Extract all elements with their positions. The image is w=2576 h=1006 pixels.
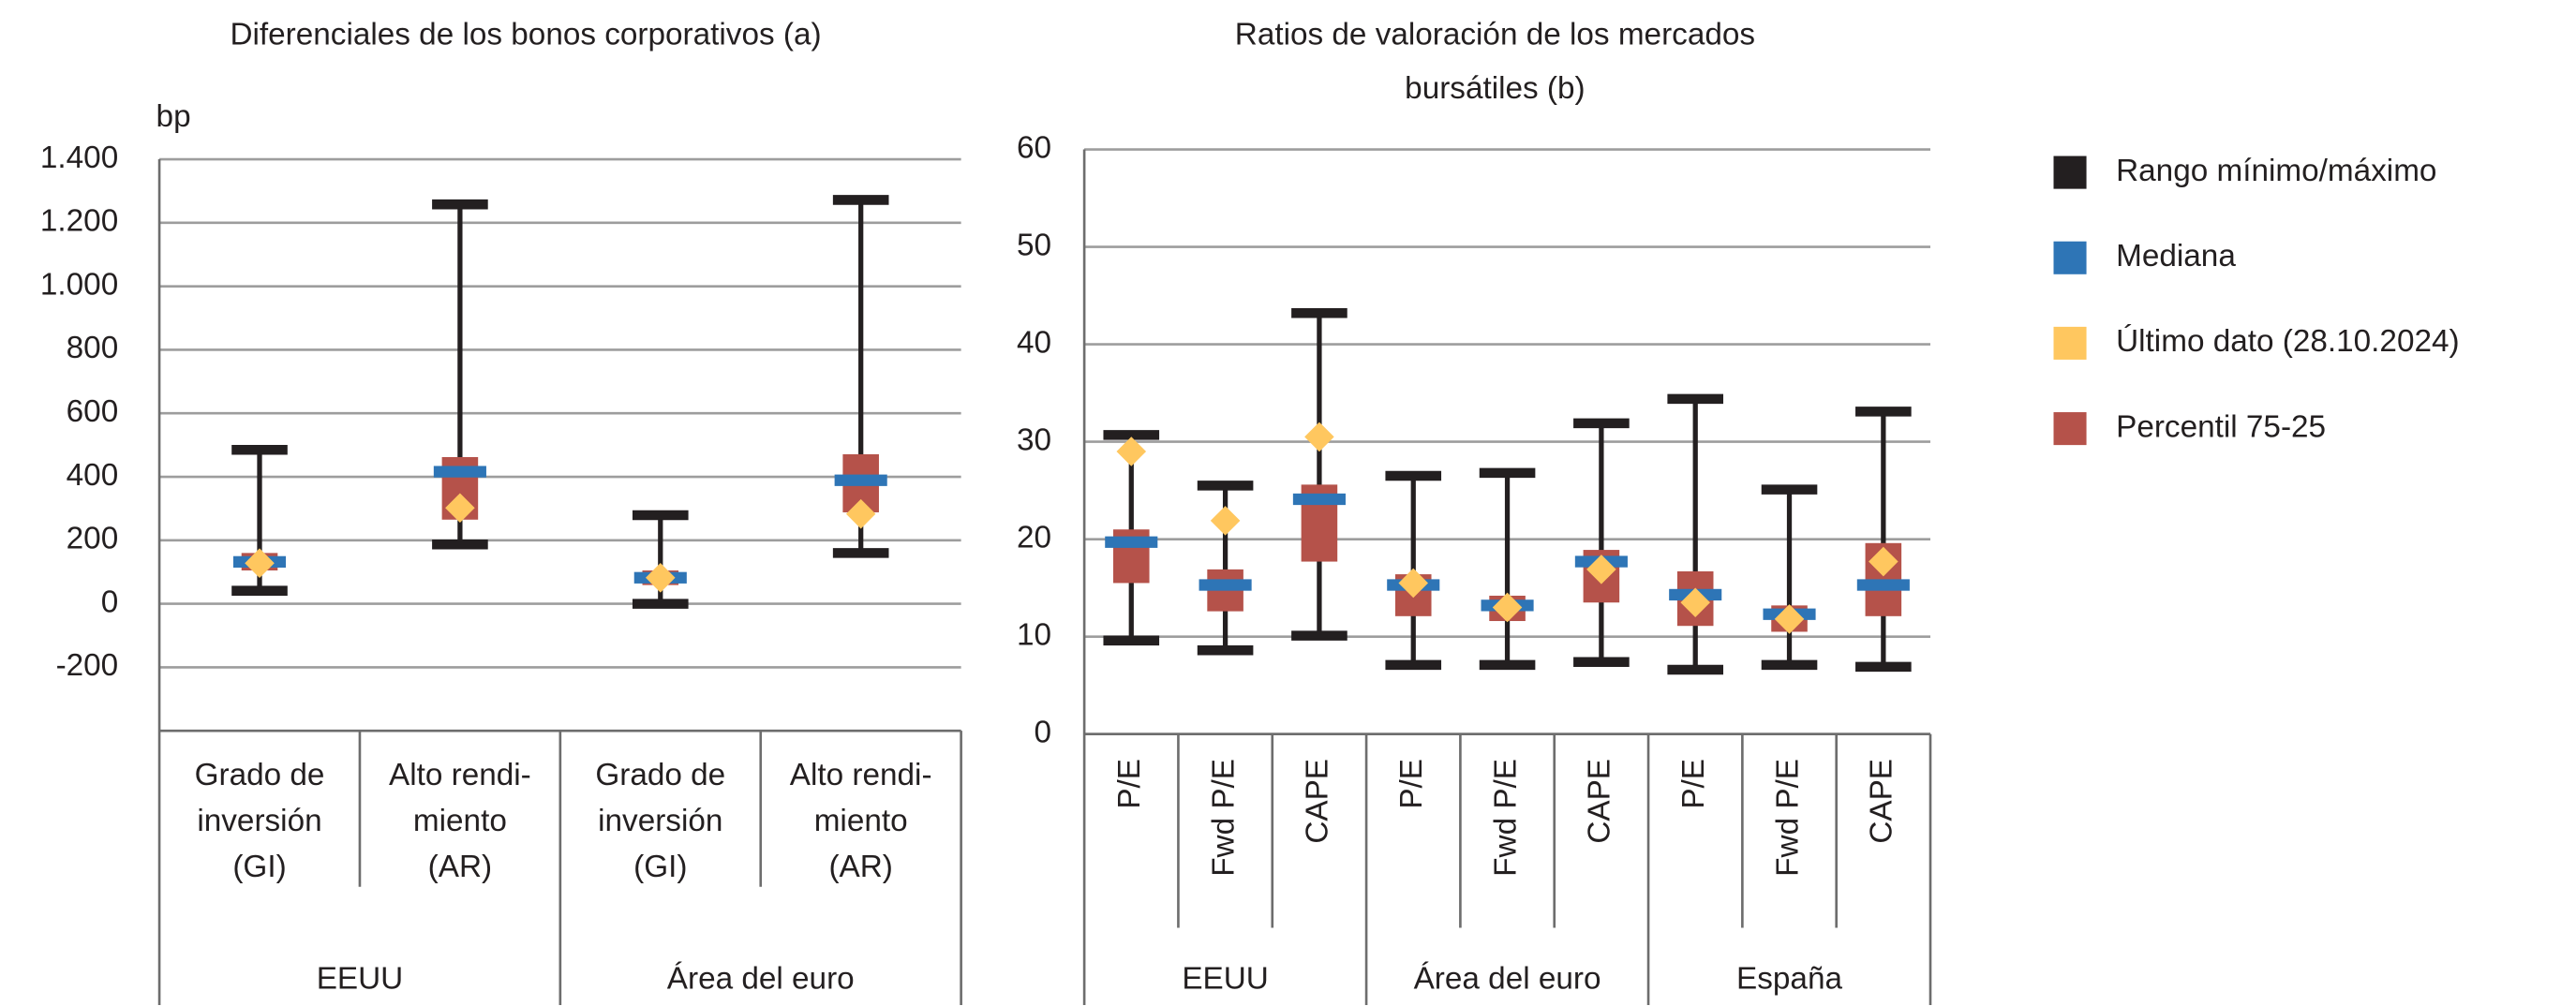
- latest-marker: [1774, 604, 1805, 634]
- legend-swatch: [2053, 155, 2087, 189]
- x-tick-label: P/E: [1676, 759, 1711, 809]
- y-tick-label: 200: [67, 522, 119, 556]
- legend-swatch: [2053, 412, 2087, 446]
- y-tick-label: 50: [1017, 228, 1051, 262]
- chart-body: Diferenciales de los bonos corporativos …: [40, 17, 2460, 1005]
- y-tick-label: 1.200: [40, 204, 118, 239]
- y-tick-label: 1.400: [40, 141, 118, 175]
- x-tick-label: Grado de: [195, 758, 325, 792]
- y-tick-label: 600: [67, 394, 119, 429]
- median-bar: [1105, 536, 1158, 548]
- y-tick-label: 30: [1017, 422, 1051, 457]
- x-tick-label: CAPE: [1865, 759, 1899, 844]
- median-bar: [1856, 579, 1910, 591]
- latest-marker: [1304, 422, 1334, 452]
- x-tick-label: Fwd P/E: [1488, 759, 1523, 877]
- chart-title: Ratios de valoración de los mercados: [1235, 17, 1755, 52]
- latest-marker: [1869, 546, 1898, 577]
- x-tick-label: Grado de: [595, 758, 725, 792]
- median-bar: [834, 474, 887, 486]
- y-tick-label: 10: [1017, 617, 1051, 652]
- median-bar: [1199, 579, 1252, 591]
- x-tick-label: Alto rendi-: [790, 758, 932, 792]
- latest-marker: [1680, 587, 1710, 618]
- legend-label: Percentil 75-25: [2116, 409, 2326, 444]
- median-bar: [1292, 493, 1346, 506]
- chart-title: Diferenciales de los bonos corporativos …: [230, 17, 821, 52]
- x-tick-label: Alto rendi-: [389, 758, 531, 792]
- x-tick-label: (AR): [428, 850, 492, 884]
- latest-marker: [646, 563, 676, 593]
- x-tick-label: miento: [413, 804, 507, 838]
- latest-marker: [1398, 568, 1429, 599]
- y-tick-label: 40: [1017, 325, 1051, 360]
- y-tick-label: 0: [1035, 715, 1052, 749]
- legend-swatch: [2053, 326, 2087, 360]
- x-tick-label: P/E: [1112, 759, 1147, 809]
- latest-marker: [445, 493, 475, 524]
- x-tick-label: CAPE: [1583, 759, 1617, 844]
- latest-marker: [1492, 592, 1523, 623]
- legend-label: Último dato (28.10.2024): [2116, 323, 2459, 359]
- y-tick-label: 0: [101, 584, 119, 619]
- x-tick-label: inversión: [598, 804, 722, 838]
- y-tick-label: 20: [1017, 520, 1051, 555]
- group-label: EEUU: [317, 961, 404, 996]
- latest-marker: [1586, 555, 1616, 584]
- y-tick-label: 60: [1017, 130, 1051, 165]
- x-tick-label: Fwd P/E: [1770, 759, 1805, 877]
- x-tick-label: inversión: [197, 804, 321, 838]
- x-tick-label: (GI): [633, 850, 687, 884]
- y-axis-label: bp: [156, 99, 191, 134]
- x-tick-label: (GI): [232, 850, 286, 884]
- y-tick-label: -200: [56, 648, 119, 683]
- group-label: España: [1736, 961, 1842, 996]
- y-tick-label: 1.000: [40, 267, 118, 302]
- group-label: Área del euro: [667, 961, 855, 996]
- median-bar: [433, 466, 486, 478]
- y-tick-label: 400: [67, 458, 119, 493]
- legend-label: Rango mínimo/máximo: [2116, 154, 2436, 188]
- group-label: Área del euro: [1414, 961, 1601, 996]
- legend-label: Mediana: [2116, 239, 2236, 274]
- latest-marker: [1210, 506, 1241, 536]
- chart-title: bursátiles (b): [1405, 71, 1585, 106]
- x-tick-label: CAPE: [1301, 759, 1335, 844]
- x-tick-label: Fwd P/E: [1206, 759, 1241, 877]
- x-tick-label: miento: [814, 804, 908, 838]
- y-tick-label: 800: [67, 331, 119, 365]
- x-tick-label: (AR): [828, 850, 892, 884]
- latest-marker: [1116, 436, 1147, 466]
- latest-marker: [245, 548, 275, 578]
- x-tick-label: P/E: [1394, 759, 1429, 809]
- latest-marker: [845, 498, 876, 529]
- group-label: EEUU: [1182, 961, 1269, 996]
- legend-swatch: [2053, 241, 2087, 274]
